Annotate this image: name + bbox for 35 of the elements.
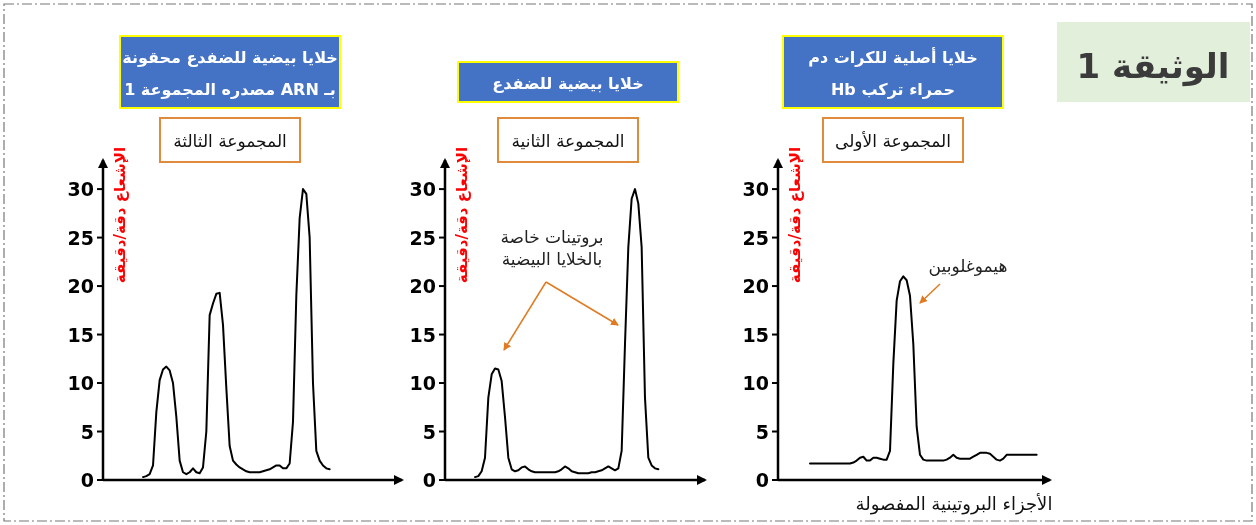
- chart-title: خلايا بيضية للضفدع محقونة بـ ARN مصدره المجموعة 1: [122, 48, 338, 99]
- y-tick-label: 15: [742, 323, 769, 346]
- y-tick-label: 5: [422, 420, 436, 443]
- y-axis-title: الإشعاع دقة/دقيقة: [111, 146, 129, 284]
- chart-subtitle: المجموعة الأولى: [835, 131, 951, 151]
- y-tick-label: 5: [755, 420, 769, 443]
- chart-subtitle: المجموعة الثانية: [511, 131, 625, 151]
- y-axis-title: الإشعاع دقة/دقيقة: [453, 146, 471, 284]
- y-tick-label: 20: [742, 275, 769, 298]
- y-tick-label: 30: [67, 178, 94, 201]
- y-tick-label: 30: [742, 178, 769, 201]
- line-series: [809, 275, 1038, 465]
- y-tick-label: 0: [80, 469, 94, 491]
- y-tick-label: 10: [409, 372, 436, 395]
- annotation: هيموغلوبين: [928, 256, 1008, 276]
- y-tick-label: 10: [742, 372, 769, 395]
- chart-subtitle: المجموعة الثالثة: [173, 131, 287, 151]
- chart-title: خلايا أصلية للكرات دم حمراء تركب Hb: [808, 47, 978, 99]
- y-tick-label: 20: [409, 275, 436, 298]
- y-tick-label: 5: [80, 420, 94, 443]
- y-tick-label: 20: [67, 275, 94, 298]
- y-tick-label: 0: [755, 469, 769, 491]
- y-axis-title: الإشعاع دقة/دقيقة: [786, 146, 804, 284]
- text: الوثيقة 1: [1076, 46, 1230, 87]
- y-tick-label: 15: [409, 323, 436, 346]
- y-tick-label: 30: [409, 178, 436, 201]
- y-tick-label: 25: [742, 226, 769, 249]
- y-tick-label: 15: [67, 323, 94, 346]
- y-tick-label: 10: [67, 372, 94, 395]
- y-tick-label: 25: [67, 226, 94, 249]
- x-axis-title: الأجزاء البروتينية المفصولة: [855, 493, 1053, 515]
- y-tick-label: 0: [422, 469, 436, 491]
- annotation: بروتينات خاصة بالخلايا البيضية: [500, 227, 604, 269]
- y-tick-label: 25: [409, 226, 436, 249]
- chart-title: خلايا بيضية للضفدع: [492, 74, 644, 93]
